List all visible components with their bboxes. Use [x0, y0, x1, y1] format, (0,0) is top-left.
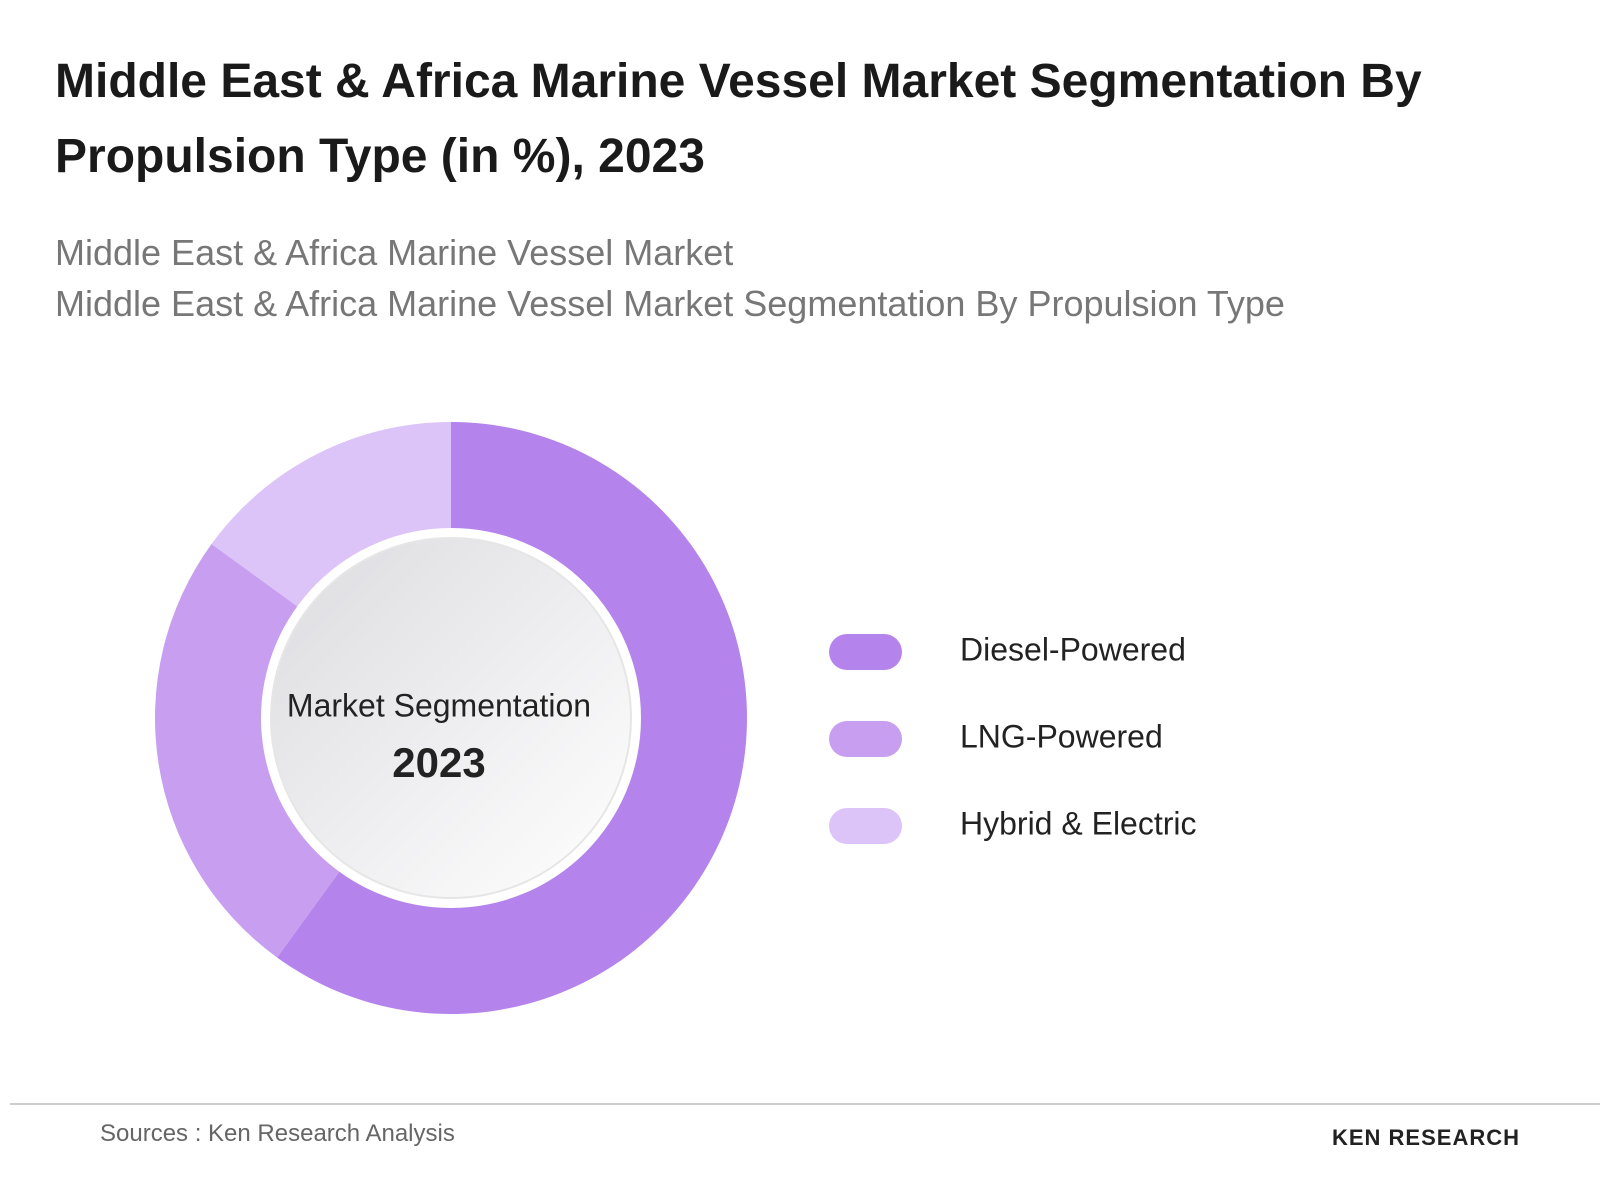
donut-segment — [277, 422, 747, 1014]
legend-label: LNG-Powered — [960, 718, 1163, 754]
legend-swatch — [829, 721, 902, 757]
legend-swatch — [829, 808, 902, 844]
legend-label: Diesel-Powered — [960, 631, 1186, 667]
subtitle: Middle East & Africa Marine Vessel Marke… — [55, 232, 734, 273]
divider — [10, 1103, 1600, 1105]
chart: Market Segmentation 2023 Diesel-Powered LNG… — [154, 422, 1197, 1014]
title: Middle East & Africa Marine Vessel Marke… — [55, 55, 1422, 183]
subtitle: Middle East & Africa Marine Vessel Marke… — [55, 283, 1285, 324]
donut-segment — [211, 422, 451, 613]
legend-label: Hybrid & Electric — [960, 805, 1197, 841]
center-year: 2023 — [392, 739, 485, 786]
donut-segment — [154, 544, 346, 958]
source: Sources : Ken Research Analysis — [100, 1120, 455, 1147]
center-disc — [270, 537, 632, 899]
center-label: Market Segmentation — [287, 687, 591, 723]
logo: KEN RESEARCH — [1331, 1125, 1520, 1150]
legend-swatch — [829, 634, 902, 670]
